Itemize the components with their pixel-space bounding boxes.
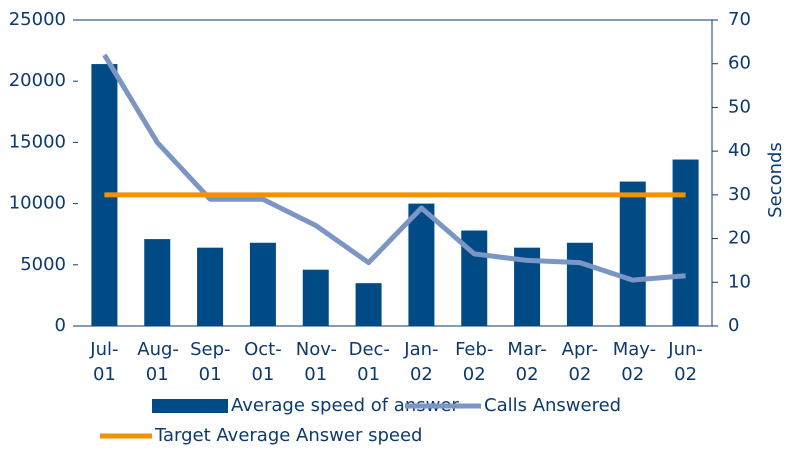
legend-swatch [152, 399, 228, 413]
bar [619, 181, 646, 326]
x-tick-label: Aug-01 [137, 339, 179, 385]
y2-tick-label: 40 [728, 140, 751, 161]
y-tick-label: 25000 [9, 9, 66, 30]
line [102, 53, 686, 283]
bar [566, 242, 593, 326]
y2-tick-label: 70 [728, 9, 751, 30]
legend-label: Average speed of answer [231, 395, 459, 416]
legend-label: Target Average Answer speed [154, 425, 422, 446]
y2-axis-label: Seconds [765, 142, 786, 218]
x-tick-label: May-02 [612, 339, 657, 385]
x-tick-label: Apr-02 [561, 339, 599, 385]
x-tick-label: Dec-01 [348, 339, 390, 385]
y2-tick-label: 10 [728, 271, 751, 292]
legend-label: Calls Answered [484, 395, 621, 416]
y2-tick-label: 30 [728, 184, 751, 205]
bar [144, 239, 171, 326]
x-tick-label: Mar-02 [507, 339, 547, 385]
y2-tick-label: 20 [728, 228, 751, 249]
x-tick-label: Sep-01 [190, 339, 231, 385]
x-tick-label: Jan-02 [404, 339, 439, 385]
bar [672, 159, 699, 326]
y-tick-label: 15000 [9, 131, 66, 152]
x-tick-label: Oct-01 [244, 339, 282, 385]
y2-tick-label: 60 [728, 53, 751, 74]
bar [302, 269, 329, 326]
x-tick-label: Jun-02 [668, 339, 703, 385]
x-tick-label: Nov-01 [295, 339, 337, 385]
bar [355, 283, 382, 326]
y-tick-label: 20000 [9, 70, 66, 91]
bar [408, 203, 435, 326]
x-tick-label: Feb-02 [455, 339, 494, 385]
y2-tick-label: 50 [728, 96, 751, 117]
bar [197, 247, 224, 326]
y2-tick-label: 0 [728, 315, 739, 336]
y-tick-label: 0 [55, 315, 66, 336]
x-tick-label: Jul-01 [90, 339, 119, 385]
y-tick-label: 10000 [9, 193, 66, 214]
y-tick-label: 5000 [20, 254, 66, 275]
bar [249, 242, 276, 326]
